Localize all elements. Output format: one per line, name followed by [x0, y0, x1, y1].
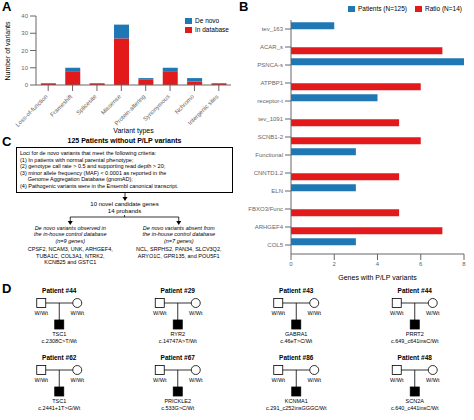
html-text:B: B — [239, 0, 249, 14]
svg-text:RYR2: RYR2 — [170, 331, 185, 337]
svg-text:30: 30 — [21, 30, 28, 36]
html-text:De novo variants observed in t: De novo variants observed in the in-hous… — [34, 224, 107, 244]
svg-text:c.14747A>T/Wt: c.14747A>T/Wt — [159, 338, 198, 344]
svg-text:TSC1: TSC1 — [52, 398, 66, 404]
svg-text:6: 6 — [419, 261, 423, 267]
html-text:Variant types: Variant types — [113, 127, 154, 134]
svg-text:8: 8 — [462, 261, 466, 267]
html-text:Ratio (N=14): Ratio (N=14) — [425, 5, 462, 12]
html-text:CPSF2, NCAM3, UNK, ARHGEF4, TU: CPSF2, NCAM3, UNK, ARHGEF4, TUBA1C, COL3… — [27, 246, 113, 266]
svg-text:Patient #44: Patient #44 — [42, 287, 77, 294]
svg-text:Patient #62: Patient #62 — [42, 354, 77, 361]
svg-text:W/Wt: W/Wt — [308, 310, 322, 316]
html-text:De novo variants absent from t: De novo variants absent from the in-hous… — [142, 224, 215, 244]
svg-text:SCN2A: SCN2A — [406, 398, 425, 404]
svg-text:W/Wt: W/Wt — [426, 310, 440, 316]
html-text:NCL, SRPHS2, PAN34, SLCV3Q2, A: NCL, SRPHS2, PAN34, SLCV3Q2, ARYO1C, GPR… — [136, 246, 222, 259]
svg-text:Patient #67: Patient #67 — [161, 354, 196, 361]
svg-text:SCNB1-2: SCNB1-2 — [258, 134, 284, 140]
svg-text:20: 20 — [21, 48, 28, 54]
svg-text:W/Wt: W/Wt — [71, 377, 85, 383]
svg-text:c.46eT>C/Wt: c.46eT>C/Wt — [280, 338, 313, 344]
svg-text:W/Wt: W/Wt — [71, 310, 85, 316]
html-text:125 Patients without P/LP vari: 125 Patients without P/LP variants — [67, 137, 182, 144]
svg-text:W/Wt: W/Wt — [35, 377, 49, 383]
svg-text:W/Wt: W/Wt — [390, 377, 404, 383]
svg-text:Patient #44: Patient #44 — [398, 287, 433, 294]
svg-text:c.533G>C/Wt: c.533G>C/Wt — [161, 405, 195, 411]
svg-text:FBXO3/Func: FBXO3/Func — [248, 206, 283, 212]
svg-text:Patient #29: Patient #29 — [161, 287, 196, 294]
html-text:C: C — [2, 134, 12, 149]
html-text:Patients (N=125): Patients (N=125) — [358, 5, 407, 12]
svg-text:c.649_c641insC/Wt: c.649_c641insC/Wt — [391, 338, 439, 344]
html-text:Number of variants: Number of variants — [3, 20, 11, 81]
svg-text:W/Wt: W/Wt — [189, 377, 203, 383]
svg-text:W/Wt: W/Wt — [153, 377, 167, 383]
svg-text:Missense: Missense — [100, 93, 123, 116]
svg-text:c.640_c441insC/Wt: c.640_c441insC/Wt — [391, 405, 439, 411]
svg-text:Loss-of-function: Loss-of-function — [14, 93, 48, 127]
svg-text:W/Wt: W/Wt — [390, 310, 404, 316]
html-text:Genes with P/LP variants: Genes with P/LP variants — [338, 274, 417, 281]
svg-text:10: 10 — [21, 65, 28, 71]
svg-text:Synonymous: Synonymous — [142, 93, 171, 122]
html-text:A: A — [2, 0, 12, 14]
html-text:10 novel candidate genes 14 pr: 10 novel candidate genes 14 probands — [90, 200, 159, 214]
svg-text:W/Wt: W/Wt — [272, 310, 286, 316]
svg-text:0: 0 — [25, 82, 29, 88]
svg-text:W/Wt: W/Wt — [35, 310, 49, 316]
svg-text:W/Wt: W/Wt — [272, 377, 286, 383]
svg-text:W/Wt: W/Wt — [153, 310, 167, 316]
svg-text:Protein-altering: Protein-altering — [113, 93, 146, 126]
svg-text:PRRT2: PRRT2 — [406, 331, 424, 337]
svg-text:W/Wt: W/Wt — [426, 377, 440, 383]
svg-text:tev_163: tev_163 — [262, 26, 284, 32]
svg-text:W/Wt: W/Wt — [189, 310, 203, 316]
svg-text:Frameshift: Frameshift — [49, 93, 74, 118]
html-text:Loci for de novo variants that: Loci for de novo variants that meet the … — [20, 150, 179, 189]
html-text:In database: In database — [195, 26, 229, 33]
svg-text:Patient #86: Patient #86 — [279, 354, 314, 361]
svg-text:PSNCA-s: PSNCA-s — [257, 62, 283, 68]
svg-text:PRICKLE2: PRICKLE2 — [164, 398, 191, 404]
svg-text:40: 40 — [21, 13, 28, 19]
html-text:De novo: De novo — [195, 17, 220, 24]
svg-text:GABRA1: GABRA1 — [285, 331, 307, 337]
html-text:D: D — [2, 281, 12, 296]
svg-text:Intergenic sites: Intergenic sites — [187, 93, 220, 126]
svg-text:TSC1: TSC1 — [52, 331, 66, 337]
svg-text:4: 4 — [376, 261, 380, 267]
svg-text:KCNMA1: KCNMA1 — [285, 398, 308, 404]
svg-text:tev_1091: tev_1091 — [258, 116, 283, 122]
svg-text:receptor-t: receptor-t — [257, 98, 283, 104]
svg-text:Splicesite: Splicesite — [75, 93, 98, 116]
svg-text:W/Wt: W/Wt — [308, 377, 322, 383]
svg-text:COL5: COL5 — [267, 242, 283, 248]
svg-text:c.291_c252insGGGC/Wt: c.291_c252insGGGC/Wt — [266, 405, 327, 411]
svg-text:c.2441+1T>G/Wt: c.2441+1T>G/Wt — [38, 405, 80, 411]
svg-text:ARHGEF4: ARHGEF4 — [255, 224, 284, 230]
svg-text:CNNTD1.2: CNNTD1.2 — [254, 170, 284, 176]
svg-text:0: 0 — [289, 261, 293, 267]
svg-text:Patient #43: Patient #43 — [279, 287, 314, 294]
svg-text:2: 2 — [333, 261, 337, 267]
svg-text:Patient #48: Patient #48 — [398, 354, 433, 361]
svg-text:ACAR_s: ACAR_s — [260, 44, 283, 50]
svg-text:Nchromo: Nchromo — [174, 93, 196, 115]
svg-text:c.2308C>T/Wt: c.2308C>T/Wt — [42, 338, 78, 344]
svg-text:Functional: Functional — [255, 152, 283, 158]
svg-text:ELN: ELN — [271, 188, 283, 194]
svg-text:ATPBP1: ATPBP1 — [260, 80, 283, 86]
